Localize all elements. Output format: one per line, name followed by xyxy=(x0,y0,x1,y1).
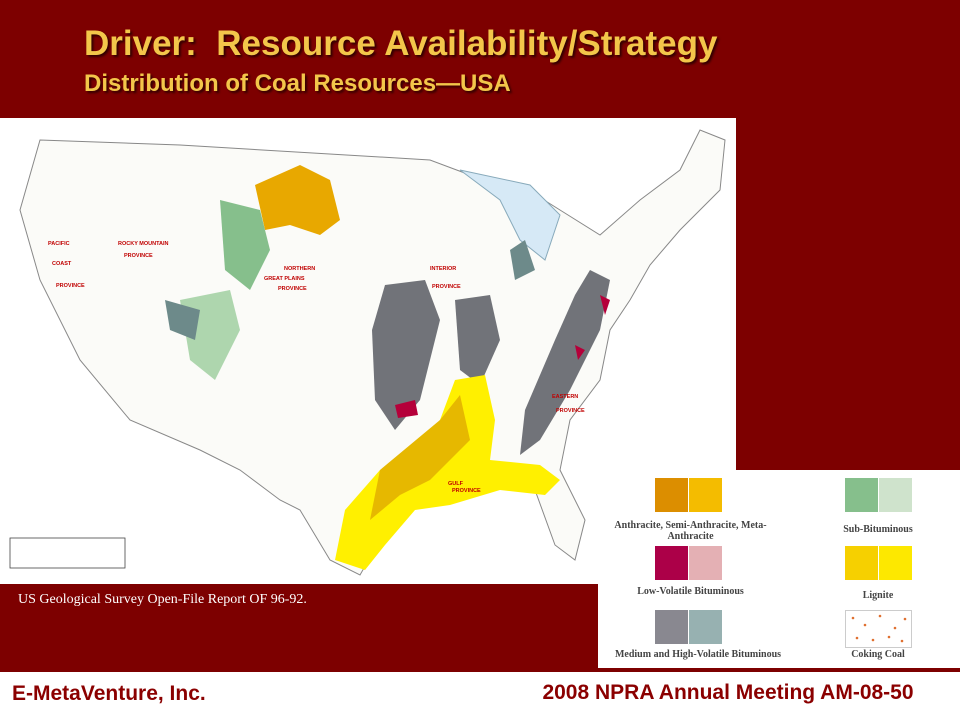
interior-region xyxy=(372,280,440,430)
legend-label: Anthracite, Semi-Anthracite, Meta-Anthra… xyxy=(614,520,767,542)
province-label: EASTERN PROVINCE xyxy=(552,394,585,414)
legend-label: Medium and High-Volatile Bituminous xyxy=(614,649,782,660)
title: Driver: Resource Availability/Strategy xyxy=(84,24,718,63)
bituminous-region xyxy=(510,240,535,280)
legend-swatch xyxy=(655,546,722,580)
legend-label: Lignite xyxy=(862,590,894,601)
footer: E-MetaVenture, Inc. 2008 NPRA Annual Mee… xyxy=(0,672,960,720)
lignite-region xyxy=(255,165,340,235)
legend-swatch xyxy=(655,610,722,644)
legend-swatch xyxy=(845,478,912,512)
legend-swatch xyxy=(655,478,722,512)
province-label: GULF PROVINCE xyxy=(448,481,481,494)
legend: Anthracite, Semi-Anthracite, Meta-Anthra… xyxy=(598,470,960,668)
coal-map: PACIFIC COAST PROVINCE ROCKY MOUNTAIN PROVI… xyxy=(0,118,736,584)
legend-label: Coking Coal xyxy=(851,649,905,660)
province-label: NORTHERN GREAT PLAINS PROVINCE xyxy=(264,266,315,292)
legend-label: Low-Volatile Bituminous xyxy=(637,586,744,597)
source-citation: US Geological Survey Open-File Report OF… xyxy=(18,592,307,607)
footer-right: 2008 NPRA Annual Meeting AM-08-50 xyxy=(542,681,914,704)
subtitle: Distribution of Coal Resources—USA xyxy=(84,70,511,97)
scale-bar xyxy=(9,537,126,569)
gulf-region xyxy=(335,375,560,570)
province-label: ROCKY MOUNTAIN PROVINCE xyxy=(118,241,169,259)
province-label: INTERIOR PROVINCE xyxy=(430,266,461,290)
legend-swatch xyxy=(845,610,912,648)
low-volatile-region xyxy=(395,400,418,418)
province-label: PACIFIC COAST PROVINCE xyxy=(48,241,85,289)
legend-swatch xyxy=(845,546,912,580)
footer-left: E-MetaVenture, Inc. xyxy=(12,682,206,705)
gulf-region xyxy=(370,395,470,520)
legend-label: Sub-Bituminous xyxy=(843,524,913,535)
great-lakes xyxy=(459,169,561,261)
low-volatile-region xyxy=(575,295,610,360)
eastern-region xyxy=(520,270,610,455)
interior-region xyxy=(455,295,500,385)
bituminous-region xyxy=(165,300,200,340)
subbituminous-region xyxy=(220,200,270,290)
